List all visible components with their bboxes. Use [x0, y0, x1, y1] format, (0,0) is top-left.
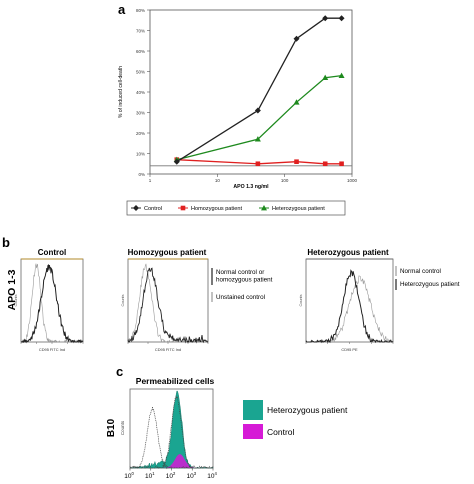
panel-c-letter: c — [116, 364, 123, 379]
panel-a: a 0% 10% 20% 30% 40% 50% 60% 70% 80% 1 10 100 1000 % o… — [118, 2, 358, 216]
panel-a-xtick-label: 100 — [281, 178, 289, 183]
panel-a-ytick-label: 80% — [136, 8, 145, 13]
legend-label: Homozygous patient — [191, 206, 242, 212]
legend-label-heterozygous: Heterozygous patient — [267, 405, 348, 415]
homozygous-point — [322, 161, 328, 167]
panel-c-xtick-label: 103 — [186, 471, 196, 480]
panel-c-xtick-label: 101 — [145, 471, 155, 480]
legend-label: Control — [144, 206, 162, 212]
unstained-trace — [127, 263, 209, 343]
legend-swatch-heterozygous — [243, 400, 263, 420]
isotype-dotted-trace — [130, 406, 214, 470]
histogram-homo: Homozygous patient Counts CD95 FITC Ind — [121, 248, 209, 352]
histogram-xlabel: CD95 FITC Ind — [39, 347, 65, 352]
histogram-xlabel: CD95 PE — [341, 347, 358, 352]
histogram-control: Control Counts CD95 FITC Ind — [14, 248, 84, 352]
panel-c-xtick-label: 100 — [124, 471, 134, 480]
panel-b-legend-right: Normal control Heterozygous patient — [395, 266, 460, 290]
heterozygous-point — [338, 72, 345, 78]
panel-a-xtick-label: 1 — [149, 178, 152, 183]
panel-c-hist-ylabel: Counts — [120, 420, 125, 435]
panel-b-legend-left: Normal control or homozygous patient Unsta… — [211, 268, 273, 302]
histogram-frame — [305, 258, 394, 343]
heterozygous-trace — [305, 269, 394, 344]
panel-c: c Permeabilized cells B10 Counts 100 101 102 10… — [106, 364, 348, 480]
heterozygous-point — [261, 205, 267, 211]
homozygous-point — [255, 161, 261, 167]
legend-label-normal-or-homozygous: Normal control or homozygous patient — [216, 269, 273, 284]
legend-label-control: Control — [267, 427, 295, 437]
panel-c-legend: Heterozygous patient Control — [243, 400, 348, 439]
control-point — [133, 205, 139, 211]
histogram-xlabel: CD95 FITC Ind — [155, 347, 181, 352]
panel-a-ytick-label: 20% — [136, 131, 145, 136]
panel-a-ytick-label: 50% — [136, 69, 145, 74]
histogram-frame — [127, 258, 209, 343]
panel-a-ylabel: % of induced cell-death — [118, 66, 124, 118]
panel-c-ylabel: B10 — [106, 418, 117, 437]
heterozygous-point — [293, 99, 300, 105]
homozygous-point — [339, 161, 344, 167]
panel-c-xtick-label: 104 — [207, 471, 217, 480]
histogram-het: Heterozygous patient Counts CD95 PE — [299, 248, 394, 352]
control-point — [338, 15, 345, 22]
histogram-ylabel: Counts — [299, 294, 303, 306]
control-point — [173, 158, 180, 165]
series-control — [173, 15, 345, 165]
homozygous-point — [180, 205, 186, 211]
histogram-ylabel: Counts — [14, 294, 18, 306]
panel-a-ytick-label: 10% — [136, 151, 145, 156]
panel-a-xtick-label: 1000 — [347, 178, 358, 183]
heterozygous-point — [254, 136, 261, 142]
control-histogram-fill — [130, 454, 213, 468]
panel-c-title: Permeabilized cells — [136, 376, 215, 386]
panel-a-legend-box — [126, 200, 346, 216]
homozygous-point — [294, 159, 299, 164]
normal-control-trace — [21, 263, 84, 344]
legend-label: Heterozygous patient — [272, 206, 325, 212]
panel-a-xtick-label: 10 — [215, 178, 221, 183]
panel-c-xtick-label: 102 — [166, 471, 176, 480]
panel-a-ytick-label: 30% — [136, 110, 145, 115]
panel-a-plot-frame — [149, 9, 353, 175]
panel-a-ytick-label: 40% — [136, 90, 145, 95]
panel-a-letter: a — [118, 2, 126, 17]
panel-b-title: Homozygous patient — [128, 248, 207, 257]
legend-label-unstained: Unstained control — [216, 294, 265, 301]
histogram-ylabel: Counts — [121, 294, 125, 306]
legend-label-normal-control: Normal control — [400, 268, 441, 275]
control-point — [293, 35, 300, 42]
control-point — [254, 107, 261, 114]
panel-b-title: Control — [38, 248, 66, 257]
legend-swatch-control — [243, 424, 263, 439]
control-dotted-trace — [129, 395, 214, 469]
panel-b-title: Heterozygous patient — [307, 248, 389, 257]
heterozygous-point — [322, 74, 329, 81]
legend-label-heterozygous: Heterozygous patient — [400, 281, 460, 288]
panel-a-ytick-label: 70% — [136, 28, 145, 33]
control-point — [322, 15, 329, 22]
panel-a-legend: Control Homozygous patient Heterozygous pa… — [126, 200, 346, 216]
panel-a-ytick-label: 0% — [138, 172, 145, 177]
panel-b-ylabel: APO 1-3 — [6, 269, 18, 310]
panel-a-ytick-label: 60% — [136, 49, 145, 54]
homozygous-trace — [127, 267, 208, 344]
panel-b-letter: b — [2, 235, 10, 250]
panel-a-xlabel: APO 1.3 ng/ml — [233, 184, 269, 190]
